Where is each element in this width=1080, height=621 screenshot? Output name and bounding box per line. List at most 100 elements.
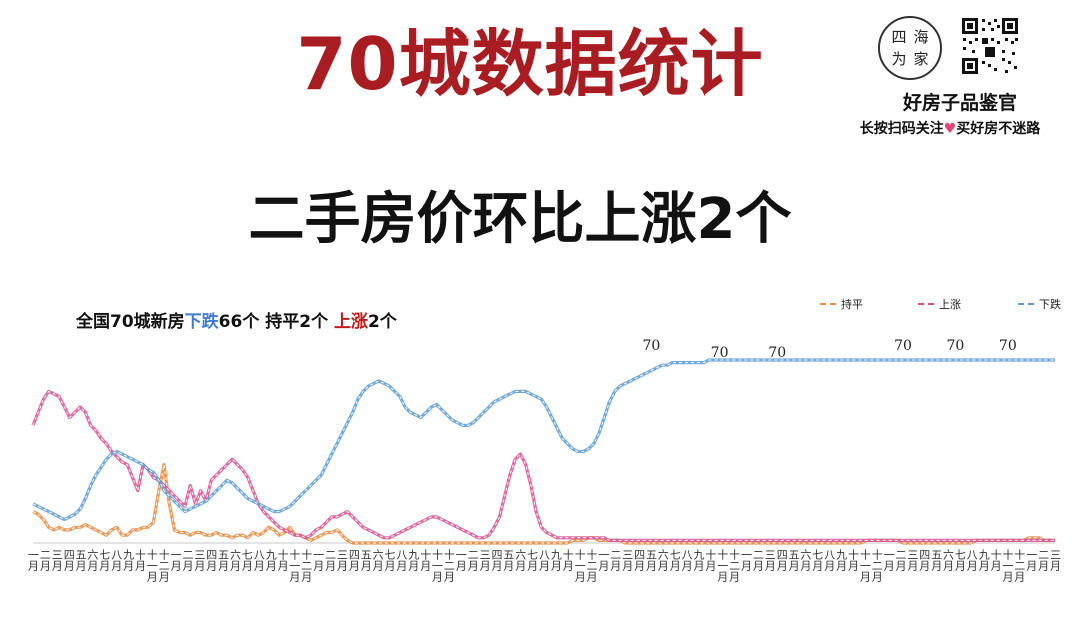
x-tick-label: 十一月 — [431, 548, 444, 582]
x-tick-label: 八月 — [823, 549, 836, 571]
x-tick-label: 二月 — [181, 549, 194, 571]
x-tick-label: 九月 — [407, 549, 420, 571]
data-label: 70 — [947, 338, 965, 354]
x-tick-label: 十一月 — [858, 548, 871, 582]
series-1 — [31, 389, 1055, 542]
x-tick-label: 十二月 — [1013, 548, 1026, 582]
legend-label-down: 下跌 — [1039, 298, 1061, 311]
x-tick-label: 一月 — [740, 549, 753, 571]
page-subtitle: 二手房价环比上涨2个 — [248, 187, 792, 252]
x-tick-label: 十月 — [847, 548, 860, 571]
x-tick-label: 四月 — [633, 549, 646, 571]
x-tick-label: 七月 — [383, 549, 396, 571]
summary-up-value: 2个 — [368, 312, 397, 332]
x-tick-label: 三月 — [621, 549, 634, 571]
x-tick-label: 八月 — [110, 549, 123, 571]
x-tick-label: 十一月 — [1001, 548, 1014, 582]
series-dash — [32, 464, 1055, 544]
x-tick-label: 十月 — [704, 548, 717, 571]
x-tick-label: 一月 — [312, 549, 325, 571]
legend-item-flat: 持平 — [820, 296, 863, 312]
qr-code-icon[interactable] — [960, 16, 1020, 76]
x-tick-label: 一月 — [454, 549, 467, 571]
x-tick-label: 十二月 — [157, 548, 170, 582]
x-tick-label: 四月 — [490, 549, 503, 571]
x-tick-label: 十二月 — [728, 548, 741, 582]
x-tick-label: 六月 — [656, 549, 669, 571]
x-tick-label: 六月 — [799, 549, 812, 571]
x-tick-label: 二月 — [609, 549, 622, 571]
x-tick-label: 五月 — [787, 549, 800, 571]
x-tick-label: 五月 — [217, 549, 230, 571]
legend-item-down: 下跌 — [1018, 296, 1061, 312]
x-tick-label: 一月 — [597, 549, 610, 571]
x-tick-label: 二月 — [1037, 549, 1050, 571]
brand-logo-char: 为 — [891, 49, 907, 68]
x-tick-label: 三月 — [906, 549, 919, 571]
x-tick-label: 二月 — [751, 549, 764, 571]
summary-down-label: 下跌 — [184, 312, 219, 332]
series-dash — [32, 390, 1055, 541]
summary-down-value: 66个 持平2个 — [218, 312, 334, 332]
x-tick-label: 七月 — [811, 549, 824, 571]
series-dash — [32, 359, 1055, 521]
x-tick-label: 六月 — [86, 549, 99, 571]
brand-logo-char: 四 — [891, 27, 907, 46]
x-tick-label: 十一月 — [716, 548, 729, 582]
x-tick-label: 十月 — [276, 548, 289, 571]
x-tick-label: 十月 — [561, 548, 574, 571]
series-2 — [32, 358, 1055, 522]
x-tick-label: 八月 — [395, 549, 408, 571]
x-tick-label: 十二月 — [870, 548, 883, 582]
brand-logo-char: 家 — [913, 49, 929, 68]
x-tick-label: 二月 — [324, 549, 337, 571]
data-label: 70 — [999, 338, 1017, 354]
x-tick-label: 三月 — [336, 549, 349, 571]
x-tick-label: 七月 — [240, 549, 253, 571]
data-label: 70 — [768, 345, 786, 361]
x-tick-label: 三月 — [1049, 549, 1062, 571]
data-label: 70 — [711, 345, 729, 361]
summary-prefix: 全国70城新房 — [76, 312, 185, 332]
x-tick-label: 七月 — [953, 549, 966, 571]
x-tick-label: 二月 — [38, 549, 51, 571]
x-tick-label: 十二月 — [442, 548, 455, 582]
x-tick-label: 七月 — [98, 549, 111, 571]
x-tick-label: 十二月 — [300, 548, 313, 582]
x-tick-label: 九月 — [692, 549, 705, 571]
summary-up-label: 上涨 — [334, 312, 368, 332]
x-tick-label: 一月 — [1025, 549, 1038, 571]
x-tick-label: 十一月 — [573, 548, 586, 582]
x-tick-label: 四月 — [918, 549, 931, 571]
brand-slogan-before: 长按扫码关注 — [859, 121, 944, 137]
legend-label-flat: 持平 — [841, 298, 863, 311]
x-tick-label: 四月 — [205, 549, 218, 571]
x-tick-label: 一月 — [27, 549, 40, 571]
x-tick-label: 五月 — [502, 549, 515, 571]
x-tick-label: 八月 — [680, 549, 693, 571]
x-tick-label: 六月 — [371, 549, 384, 571]
x-tick-label: 五月 — [359, 549, 372, 571]
x-tick-label: 十月 — [989, 548, 1002, 571]
legend-swatch-flat — [820, 303, 836, 305]
x-tick-label: 三月 — [193, 549, 206, 571]
brand-slogan-after: 买好房不迷路 — [956, 121, 1041, 137]
x-tick-label: 三月 — [478, 549, 491, 571]
x-tick-label: 五月 — [74, 549, 87, 571]
brand-block: 四 海 为 家 好房子品鉴官 长按扫码关注♥买好房不迷路 — [860, 12, 1070, 142]
x-tick-label: 九月 — [264, 549, 277, 571]
x-tick-label: 八月 — [538, 549, 551, 571]
x-tick-label: 六月 — [942, 549, 955, 571]
x-tick-label: 九月 — [549, 549, 562, 571]
x-tick-label: 五月 — [645, 549, 658, 571]
x-tick-label: 十月 — [134, 548, 147, 571]
x-tick-label: 四月 — [62, 549, 75, 571]
x-tick-label: 九月 — [122, 549, 135, 571]
x-tick-label: 一月 — [882, 549, 895, 571]
x-tick-label: 一月 — [169, 549, 182, 571]
series-line — [31, 389, 1055, 542]
brand-slogan: 长按扫码关注♥买好房不迷路 — [820, 118, 1080, 138]
x-tick-label: 九月 — [835, 549, 848, 571]
x-tick-label: 五月 — [930, 549, 943, 571]
x-tick-label: 二月 — [894, 549, 907, 571]
